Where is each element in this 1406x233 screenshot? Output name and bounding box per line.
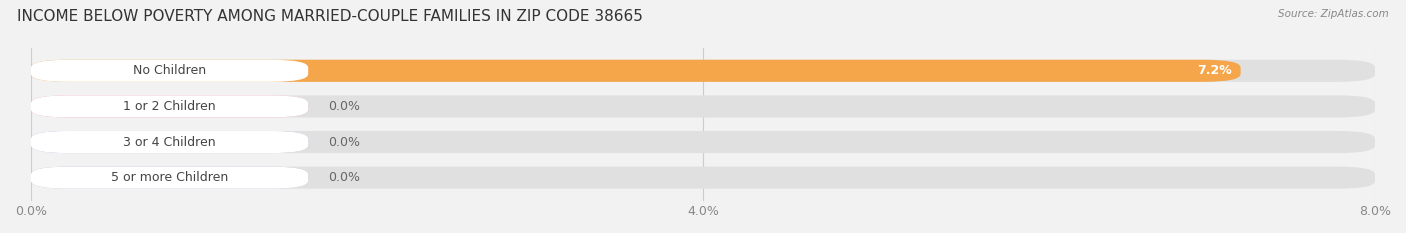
FancyBboxPatch shape — [31, 60, 308, 82]
FancyBboxPatch shape — [31, 131, 308, 153]
FancyBboxPatch shape — [31, 60, 1375, 82]
Text: No Children: No Children — [134, 64, 207, 77]
FancyBboxPatch shape — [31, 95, 308, 117]
Text: 1 or 2 Children: 1 or 2 Children — [124, 100, 217, 113]
Text: 5 or more Children: 5 or more Children — [111, 171, 228, 184]
Text: INCOME BELOW POVERTY AMONG MARRIED-COUPLE FAMILIES IN ZIP CODE 38665: INCOME BELOW POVERTY AMONG MARRIED-COUPL… — [17, 9, 643, 24]
FancyBboxPatch shape — [31, 60, 1240, 82]
Text: 0.0%: 0.0% — [329, 136, 360, 149]
FancyBboxPatch shape — [31, 131, 1375, 153]
FancyBboxPatch shape — [31, 95, 1375, 117]
FancyBboxPatch shape — [31, 167, 308, 189]
Text: 3 or 4 Children: 3 or 4 Children — [124, 136, 217, 149]
Text: Source: ZipAtlas.com: Source: ZipAtlas.com — [1278, 9, 1389, 19]
FancyBboxPatch shape — [31, 131, 308, 153]
Text: 7.2%: 7.2% — [1198, 64, 1232, 77]
Text: 0.0%: 0.0% — [329, 100, 360, 113]
Text: 0.0%: 0.0% — [329, 171, 360, 184]
FancyBboxPatch shape — [31, 95, 308, 117]
FancyBboxPatch shape — [31, 167, 1375, 189]
FancyBboxPatch shape — [31, 167, 308, 189]
